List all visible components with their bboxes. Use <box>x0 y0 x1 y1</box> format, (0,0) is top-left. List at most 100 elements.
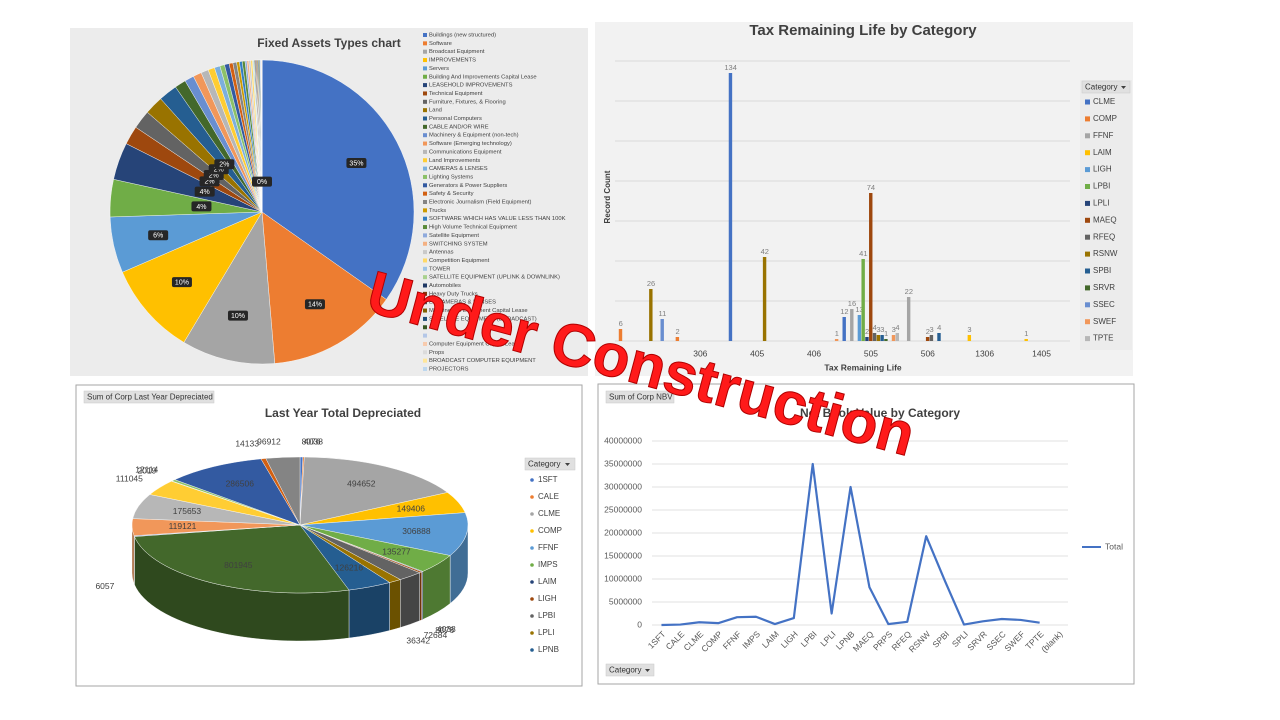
data-label: 1 <box>835 329 839 338</box>
line-series <box>661 462 1040 627</box>
pivot-button: Sum of Corp Last Year Depreciated <box>87 393 213 402</box>
legend-label: 1SFT <box>538 475 558 484</box>
legend-marker <box>423 141 427 146</box>
legend-marker <box>1085 285 1090 291</box>
data-label: 111045 <box>116 474 143 484</box>
data-label: 306888 <box>402 526 431 536</box>
legend-marker <box>530 546 534 550</box>
legend-marker <box>530 495 534 499</box>
data-label: 10% <box>175 279 189 286</box>
legend-label: SATELLITE EQUIPMENT (UPLINK & DOWNLINK) <box>429 275 560 281</box>
legend-label: BROADCAST COMPUTER EQUIPMENT <box>429 358 536 364</box>
legend-title: Category <box>528 460 560 469</box>
pie-slice <box>261 59 415 300</box>
legend-label: SATELLITE EQUIPMENT (BROADCAST) <box>429 316 537 322</box>
legend-marker <box>530 512 534 516</box>
x-tick-label: 505 <box>864 348 878 358</box>
legend-marker <box>423 149 427 154</box>
legend-marker <box>423 116 427 121</box>
data-label: 3 <box>892 325 896 334</box>
legend-label: LIGH <box>1093 165 1112 174</box>
legend-label: CABLE AND/OR WIRE <box>429 124 489 130</box>
data-label: 4% <box>196 204 206 211</box>
dropdown-arrow <box>645 669 650 672</box>
data-label: 4038 <box>304 436 323 446</box>
data-label: 119121 <box>169 521 197 531</box>
data-label-bg <box>227 310 248 321</box>
bar <box>869 193 873 341</box>
legend-marker <box>1085 268 1090 274</box>
legend-marker <box>423 216 427 221</box>
bar <box>967 335 972 341</box>
y-axis-title: Record Count <box>603 170 612 223</box>
bar <box>865 337 869 341</box>
bar <box>728 73 733 341</box>
legend-marker <box>1085 116 1090 122</box>
legend-label: LPBI <box>1093 182 1110 191</box>
legend-marker <box>423 358 427 363</box>
data-label-bg <box>346 157 367 168</box>
legend-marker <box>423 41 427 46</box>
legend-marker <box>423 74 427 79</box>
pie-side <box>400 572 420 628</box>
legend-marker <box>423 350 427 355</box>
dropdown-arrow <box>1121 86 1126 89</box>
legend-label: Buildings (new structured) <box>429 33 496 39</box>
legend-label: LPLI <box>1093 199 1109 208</box>
legend-marker <box>423 58 427 63</box>
chart-title: Tax Remaining Life by Category <box>749 22 977 39</box>
filter-button: Category <box>609 666 641 675</box>
legend-label: Machinery & Equipment Capital Lease <box>429 308 528 314</box>
data-label: 74 <box>867 183 875 192</box>
legend-marker <box>1085 200 1090 206</box>
legend-marker <box>1085 319 1090 325</box>
data-label: 3 <box>930 325 934 334</box>
legend-label: SRVR <box>1093 283 1115 292</box>
legend-marker <box>423 341 427 346</box>
data-label: 35% <box>349 160 363 167</box>
legend-marker <box>1085 336 1090 342</box>
bar <box>834 339 839 341</box>
legend-label: Safety & Security <box>429 191 474 197</box>
legend-marker <box>423 66 427 71</box>
data-label: 2019 <box>137 466 156 476</box>
data-label: 4 <box>895 323 899 332</box>
legend-marker <box>423 258 427 263</box>
legend-title-bg <box>1081 80 1131 94</box>
data-label-bg <box>304 299 325 310</box>
bar <box>937 333 941 341</box>
legend-label: LPBI <box>538 611 555 620</box>
data-label: 12 <box>840 307 848 316</box>
data-label: 2 <box>926 327 930 336</box>
legend-label: TOWER <box>429 266 450 272</box>
legend-label: RFEQ <box>1093 232 1115 241</box>
legend-marker <box>530 563 534 567</box>
legend-marker <box>423 367 427 371</box>
data-label: 1 <box>884 329 888 338</box>
data-label-bg <box>171 277 192 288</box>
x-tick-label: 405 <box>750 348 764 358</box>
y-tick-label: 25000000 <box>604 504 642 514</box>
legend-label: EJ CAMERAS & LENSES <box>429 300 496 306</box>
data-label-bg <box>148 230 169 241</box>
bar <box>842 317 846 341</box>
bar <box>762 257 767 341</box>
bar <box>925 337 930 341</box>
legend-label: IMPS <box>538 560 558 569</box>
legend-marker <box>423 174 427 179</box>
pivot-button: Sum of Corp NBV <box>609 393 673 402</box>
bar <box>857 315 862 341</box>
data-label: 14% <box>308 302 322 309</box>
legend-marker <box>423 225 427 230</box>
data-label: 149406 <box>397 503 426 513</box>
data-label: 286506 <box>226 478 255 488</box>
legend-marker <box>423 333 427 338</box>
data-label: 26 <box>647 279 655 288</box>
legend-label: PROJECTORS <box>429 367 469 373</box>
legend-label: Servers <box>429 66 449 72</box>
legend-marker <box>423 133 427 138</box>
legend-label: Building And Improvements Capital Lease <box>429 74 537 80</box>
chart-title: Net Book Value by Category <box>800 406 960 420</box>
legend-label: Computer Equipment Capital Lease <box>429 341 521 347</box>
data-label-bg <box>252 176 272 187</box>
